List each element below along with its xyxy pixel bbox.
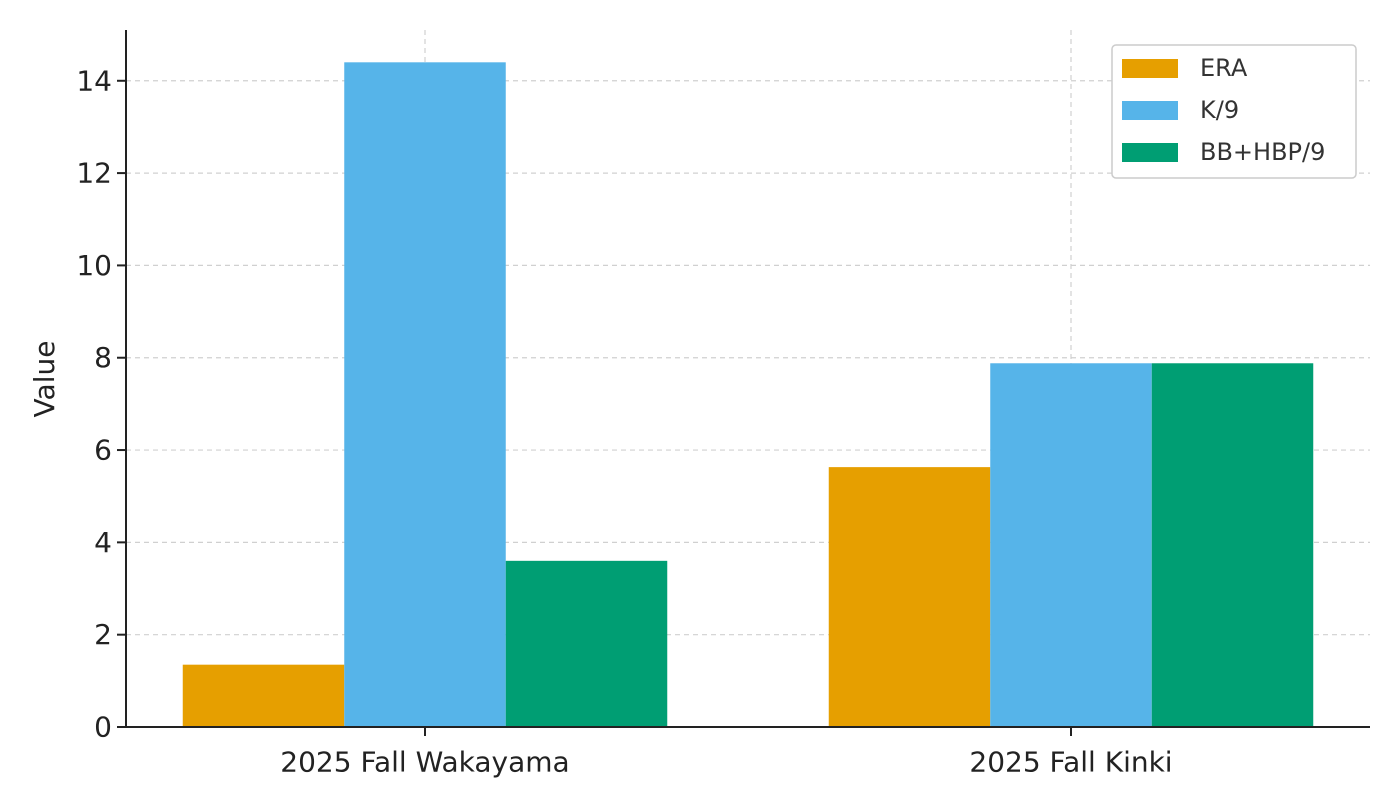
grid xyxy=(126,30,1370,727)
y-tick-label: 12 xyxy=(76,157,112,190)
bar xyxy=(1151,363,1314,727)
x-tick-label: 2025 Fall Wakayama xyxy=(280,746,569,779)
y-tick-label: 8 xyxy=(94,341,112,374)
legend-swatch xyxy=(1122,143,1178,162)
bar xyxy=(828,467,991,727)
legend: ERA K/9 BB+HBP/9 xyxy=(1111,44,1357,179)
legend-label: ERA xyxy=(1200,54,1248,82)
legend-swatch xyxy=(1122,59,1178,78)
y-tick-label: 4 xyxy=(94,526,112,559)
legend-label: BB+HBP/9 xyxy=(1200,138,1325,166)
x-ticks: 2025 Fall Wakayama 2025 Fall Kinki xyxy=(280,727,1173,779)
y-tick-label: 10 xyxy=(76,249,112,282)
bar xyxy=(990,363,1152,727)
y-tick-label: 2 xyxy=(94,618,112,651)
bar xyxy=(505,560,668,727)
y-tick-label: 14 xyxy=(76,64,112,97)
legend-swatch xyxy=(1122,101,1178,120)
axes xyxy=(125,30,1370,728)
legend-label: K/9 xyxy=(1200,96,1239,124)
bar xyxy=(182,664,345,727)
y-tick-label: 6 xyxy=(94,434,112,467)
y-axis-label: Value xyxy=(28,341,61,418)
bar xyxy=(344,62,506,727)
bars xyxy=(182,62,1314,727)
y-ticks: 0 2 4 6 8 10 12 14 xyxy=(76,64,126,744)
x-tick-label: 2025 Fall Kinki xyxy=(969,746,1172,779)
y-tick-label: 0 xyxy=(94,711,112,744)
